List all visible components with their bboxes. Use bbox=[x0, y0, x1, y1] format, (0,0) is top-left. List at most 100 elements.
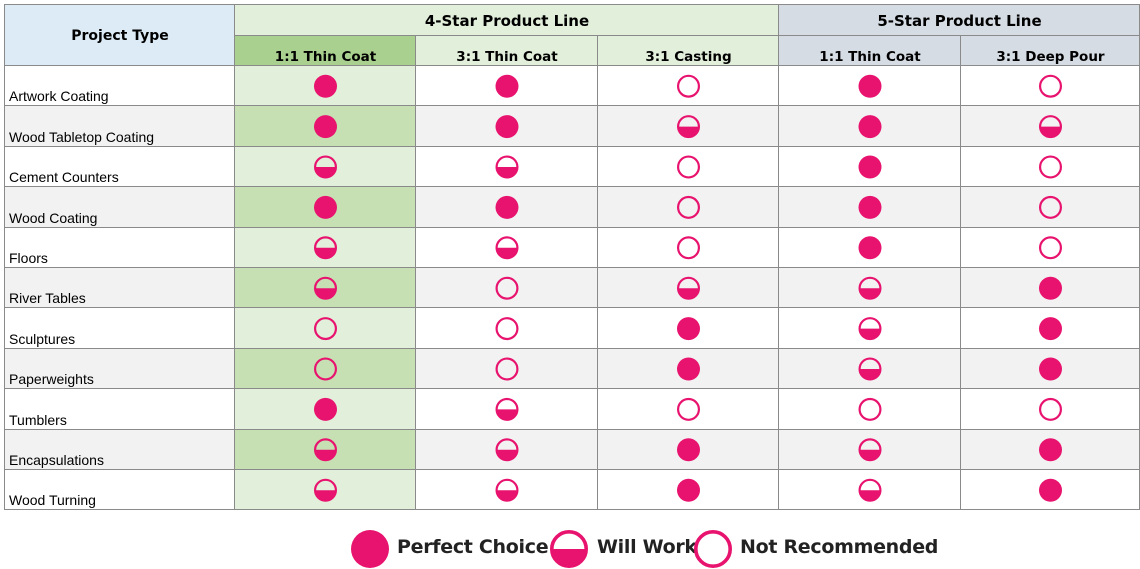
row-label-cell-3 bbox=[5, 187, 235, 228]
rating-cell-10-1 bbox=[416, 470, 598, 511]
rating-cell-5-0 bbox=[235, 268, 416, 309]
row-label-6: Sculptures bbox=[9, 330, 76, 347]
row-label-7: Paperweights bbox=[9, 371, 94, 388]
legend-label-will: Will Work bbox=[597, 536, 697, 558]
rating-cell-7-3 bbox=[779, 348, 961, 390]
column-header-4: 3:1 Deep Pour bbox=[996, 49, 1105, 65]
row-label-0: Artwork Coating bbox=[9, 88, 109, 105]
not-recommended-icon bbox=[694, 530, 732, 568]
project-type-header: Project Type bbox=[71, 27, 169, 44]
rating-cell-0-3 bbox=[779, 66, 961, 107]
legend-symbol-perfect bbox=[351, 530, 389, 568]
rating-cell-2-1 bbox=[416, 146, 598, 188]
group-4-star-cell bbox=[235, 5, 779, 36]
rating-cell-5-2 bbox=[598, 268, 779, 309]
rating-cell-4-4 bbox=[961, 227, 1140, 268]
rating-cell-5-4 bbox=[961, 268, 1140, 309]
will-work-icon bbox=[550, 530, 588, 568]
rating-cell-0-1 bbox=[416, 66, 598, 107]
rating-cell-2-4 bbox=[961, 146, 1140, 188]
rating-cell-10-2 bbox=[598, 470, 779, 511]
rating-cell-1-0 bbox=[235, 106, 416, 147]
rating-cell-8-2 bbox=[598, 389, 779, 430]
row-label-2: Cement Counters bbox=[9, 169, 119, 186]
legend: Perfect Choice Will Work Not Recommended bbox=[0, 522, 1140, 569]
row-label-4: Floors bbox=[9, 249, 48, 266]
group-5-star-title: 5-Star Product Line bbox=[877, 11, 1042, 30]
rating-cell-8-3 bbox=[779, 389, 961, 430]
rating-cell-3-1 bbox=[416, 187, 598, 228]
rating-cell-4-1 bbox=[416, 227, 598, 268]
rating-cell-4-3 bbox=[779, 227, 961, 268]
rating-cell-8-0 bbox=[235, 389, 416, 430]
rating-cell-6-0 bbox=[235, 308, 416, 349]
rating-cell-5-3 bbox=[779, 268, 961, 309]
table-frame bbox=[4, 4, 1140, 510]
rating-cell-2-2 bbox=[598, 146, 779, 188]
column-header-cell-0 bbox=[235, 36, 416, 66]
rating-cell-8-4 bbox=[961, 389, 1140, 430]
row-label-cell-1 bbox=[5, 106, 235, 147]
rating-cell-1-4 bbox=[961, 106, 1140, 147]
rating-cell-2-0 bbox=[235, 146, 416, 188]
rating-cell-8-1 bbox=[416, 389, 598, 430]
rating-cell-3-0 bbox=[235, 187, 416, 228]
row-label-8: Tumblers bbox=[9, 411, 67, 428]
row-label-cell-8 bbox=[5, 389, 235, 430]
rating-cell-6-2 bbox=[598, 308, 779, 349]
rating-cell-1-1 bbox=[416, 106, 598, 147]
rating-cell-4-2 bbox=[598, 227, 779, 268]
rating-cell-7-0 bbox=[235, 348, 416, 390]
rating-cell-10-3 bbox=[779, 470, 961, 511]
rating-cell-3-2 bbox=[598, 187, 779, 228]
column-header-1: 3:1 Thin Coat bbox=[456, 49, 558, 65]
rating-cell-0-2 bbox=[598, 66, 779, 107]
rating-cell-10-0 bbox=[235, 470, 416, 511]
row-label-cell-5 bbox=[5, 268, 235, 309]
row-label-cell-0 bbox=[5, 66, 235, 107]
row-label-9: Encapsulations bbox=[9, 451, 104, 468]
row-label-cell-10 bbox=[5, 470, 235, 511]
legend-label-not: Not Recommended bbox=[740, 536, 939, 558]
rating-cell-9-3 bbox=[779, 429, 961, 470]
rating-cell-1-3 bbox=[779, 106, 961, 147]
rating-cell-10-4 bbox=[961, 470, 1140, 511]
rating-cell-7-2 bbox=[598, 348, 779, 390]
column-header-0: 1:1 Thin Coat bbox=[274, 49, 377, 65]
rating-cell-6-4 bbox=[961, 308, 1140, 349]
column-header-cell-3 bbox=[779, 36, 961, 66]
legend-label-perfect: Perfect Choice bbox=[397, 536, 549, 558]
column-header-cell-2 bbox=[598, 36, 779, 66]
project-type-header-cell bbox=[5, 5, 235, 66]
rating-cell-6-1 bbox=[416, 308, 598, 349]
rating-cell-0-0 bbox=[235, 66, 416, 107]
column-header-3: 1:1 Thin Coat bbox=[819, 49, 921, 65]
row-label-5: River Tables bbox=[9, 290, 86, 307]
row-label-cell-2 bbox=[5, 146, 235, 188]
row-label-cell-6 bbox=[5, 308, 235, 349]
row-label-10: Wood Turning bbox=[9, 492, 96, 509]
legend-symbol-will bbox=[550, 530, 588, 568]
rating-cell-7-1 bbox=[416, 348, 598, 390]
rating-cell-3-4 bbox=[961, 187, 1140, 228]
row-label-cell-7 bbox=[5, 348, 235, 390]
rating-cell-5-1 bbox=[416, 268, 598, 309]
perfect-choice-icon bbox=[351, 530, 389, 568]
rating-cell-7-4 bbox=[961, 348, 1140, 390]
rating-cell-9-0 bbox=[235, 429, 416, 470]
column-header-cell-4 bbox=[961, 36, 1140, 66]
rating-cell-1-2 bbox=[598, 106, 779, 147]
row-label-3: Wood Coating bbox=[9, 209, 98, 226]
group-4-star-title: 4-Star Product Line bbox=[424, 11, 590, 30]
rating-cell-2-3 bbox=[779, 146, 961, 188]
column-header-cell-1 bbox=[416, 36, 598, 66]
row-label-1: Wood Tabletop Coating bbox=[9, 128, 155, 145]
rating-cell-6-3 bbox=[779, 308, 961, 349]
row-label-cell-9 bbox=[5, 429, 235, 470]
legend-symbol-not bbox=[694, 530, 732, 568]
column-header-2: 3:1 Casting bbox=[645, 49, 732, 65]
rating-cell-9-1 bbox=[416, 429, 598, 470]
rating-cell-4-0 bbox=[235, 227, 416, 268]
rating-cell-9-4 bbox=[961, 429, 1140, 470]
